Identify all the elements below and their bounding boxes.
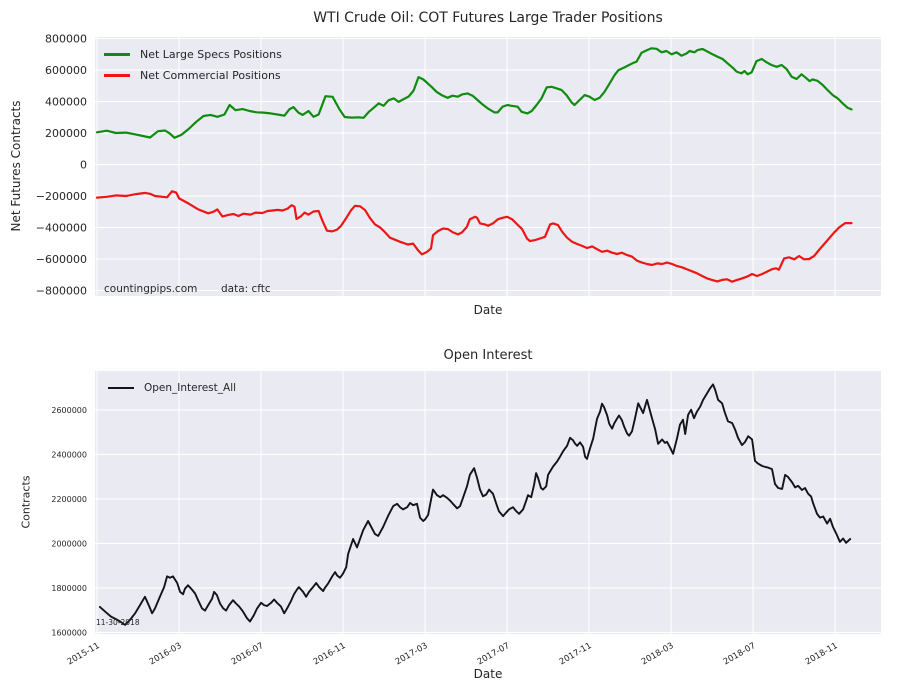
x-tick-label: 2016-11 xyxy=(312,641,348,667)
y-tick-label: 600000 xyxy=(45,64,87,77)
y-tick-label: −400000 xyxy=(36,221,87,234)
open-interest-line-swatch xyxy=(108,386,134,390)
x-tick-label: 2018-07 xyxy=(722,641,758,667)
net-commercial-line-swatch xyxy=(104,74,130,77)
net-commercial-label: Net Commercial Positions xyxy=(140,69,281,82)
open-interest-label: Open_Interest_All xyxy=(144,382,237,394)
oi-yaxis-label: Contracts xyxy=(19,475,33,529)
x-tick-label: 2016-03 xyxy=(148,641,184,667)
countingpips-watermark: countingpips.com xyxy=(104,283,198,295)
legend-item-net-large-specs: Net Large Specs Positions xyxy=(104,44,282,65)
last-date-annotation: 11-30-2018 xyxy=(96,618,140,627)
y-tick-label: 200000 xyxy=(45,127,87,140)
y-tick-label: 800000 xyxy=(45,32,87,45)
cot-chart-title: WTI Crude Oil: COT Futures Large Trader … xyxy=(313,10,663,26)
series-line-Net Commercial Positions xyxy=(95,190,853,283)
y-tick-label: −800000 xyxy=(36,284,87,297)
cot-yaxis-label: Net Futures Contracts xyxy=(9,100,23,232)
y-tick-label: 2400000 xyxy=(51,450,87,459)
series-line-Net Large Specs Positions xyxy=(95,47,853,139)
oi-legend: Open_Interest_All xyxy=(108,378,236,398)
plot-area xyxy=(95,371,881,634)
x-tick-label: 2017-07 xyxy=(476,641,512,667)
plot-area xyxy=(95,37,881,296)
y-tick-label: 1800000 xyxy=(51,584,87,593)
data-source-note: data: cftc xyxy=(221,283,271,295)
net-large-specs-line-swatch xyxy=(104,53,130,56)
y-tick-label: 2000000 xyxy=(51,539,87,548)
x-tick-label: 2017-03 xyxy=(394,641,430,667)
series-line-Open_Interest_All xyxy=(98,383,852,626)
y-tick-label: 400000 xyxy=(45,95,87,108)
x-tick-label: 2015-11 xyxy=(66,641,102,667)
y-tick-label: −200000 xyxy=(36,190,87,203)
legend-item-net-commercial: Net Commercial Positions xyxy=(104,65,282,86)
cot-xaxis-label: Date xyxy=(473,303,503,317)
oi-xaxis-label: Date xyxy=(473,667,503,681)
y-tick-label: 2600000 xyxy=(51,406,87,415)
legend-item-open-interest: Open_Interest_All xyxy=(108,378,236,398)
y-tick-label: 2200000 xyxy=(51,495,87,504)
x-tick-label: 2017-11 xyxy=(558,641,594,667)
y-tick-label: −600000 xyxy=(36,253,87,266)
net-large-specs-label: Net Large Specs Positions xyxy=(140,48,282,61)
y-tick-label: 1600000 xyxy=(51,628,87,637)
x-tick-label: 2018-11 xyxy=(804,641,840,667)
x-tick-label: 2018-03 xyxy=(640,641,676,667)
x-tick-label: 2016-07 xyxy=(230,641,266,667)
oi-chart-title: Open Interest xyxy=(443,348,533,363)
cot-legend: Net Large Specs Positions Net Commercial… xyxy=(104,44,282,86)
y-tick-label: 0 xyxy=(80,158,87,171)
